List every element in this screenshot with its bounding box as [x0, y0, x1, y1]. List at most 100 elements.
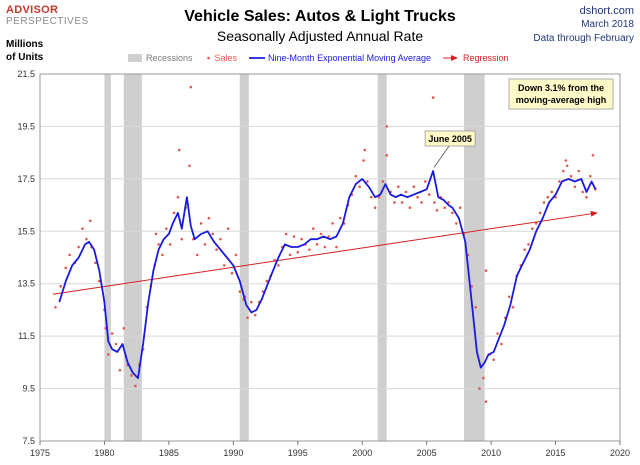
- sales-point: [458, 206, 462, 209]
- x-tick-label: 2005: [417, 448, 437, 458]
- sales-point: [161, 253, 164, 257]
- y-axis-label-line-2: of Units: [6, 52, 44, 63]
- sales-point: [404, 190, 408, 194]
- sales-point: [550, 190, 553, 194]
- sales-point: [474, 306, 477, 309]
- sales-point: [581, 190, 584, 194]
- june-2005-box: [424, 130, 476, 147]
- sales-point: [296, 250, 300, 254]
- sales-point: [157, 243, 160, 246]
- recession-bands: [104, 74, 485, 441]
- x-tick-label: 2000: [352, 448, 372, 458]
- y-tick-labels: 7.5 9.5 11.5 13.5 15.5 17.5 19.5 21.5: [17, 69, 35, 446]
- ema-series: [58, 170, 597, 380]
- down-note-box: [508, 78, 614, 110]
- legend-label-ema: Nine-Month Exponential Moving Average: [268, 53, 431, 63]
- sales-point: [339, 216, 342, 220]
- sales-point: [591, 153, 595, 157]
- sales-point: [319, 232, 323, 236]
- sales-point: [85, 237, 88, 241]
- logo-line-2: PERSPECTIVES: [6, 16, 89, 27]
- sales-point: [180, 237, 184, 241]
- sales-point: [420, 201, 423, 204]
- legend-item-sales: Sales: [207, 53, 238, 63]
- sales-point: [284, 232, 288, 236]
- sales-point: [238, 290, 242, 293]
- legend-label-regression: Regression: [463, 53, 509, 63]
- sales-point: [130, 374, 133, 377]
- sales-point: [381, 180, 385, 183]
- sales-point: [451, 211, 454, 215]
- sales-point: [577, 169, 581, 173]
- sales-point: [54, 306, 57, 309]
- x-tick-labels: 1975 1980 1985 1990 1995 2000 2005 2010 2015 2020: [30, 441, 630, 458]
- sales-point: [189, 85, 193, 89]
- sales-point: [492, 358, 495, 362]
- y-tick-label: 7.5: [22, 436, 35, 446]
- sales-point: [470, 285, 474, 288]
- y-tick-label: 13.5: [17, 279, 35, 289]
- sales-point: [300, 237, 303, 241]
- sales-point: [496, 332, 499, 335]
- sales-point: [97, 279, 101, 283]
- sales-point: [424, 180, 427, 183]
- sales-point: [589, 174, 592, 178]
- sales-point: [507, 295, 511, 299]
- sales-point: [564, 159, 568, 162]
- sales-point: [223, 264, 226, 267]
- sales-point: [199, 222, 203, 225]
- sales-point: [154, 232, 158, 236]
- sales-point: [531, 227, 534, 230]
- sales-point: [134, 384, 137, 388]
- y-tick-label: 17.5: [17, 174, 35, 184]
- sales-point: [455, 222, 458, 225]
- sales-point: [250, 300, 253, 304]
- x-tick-label: 2010: [481, 448, 501, 458]
- logo-line-1: ADVISOR: [6, 4, 59, 16]
- sales-point: [397, 185, 400, 189]
- x-tick-label: 1990: [223, 448, 243, 458]
- sales-point: [366, 180, 369, 183]
- legend-item-ema: Nine-Month Exponential Moving Average: [249, 53, 431, 63]
- y-tick-label: 11.5: [18, 331, 35, 341]
- sales-point: [478, 387, 481, 390]
- sales-point: [211, 232, 215, 236]
- recession-band-0: [104, 74, 111, 441]
- sales-point: [447, 201, 450, 204]
- x-tick-label: 1980: [94, 448, 114, 458]
- sales-point: [385, 125, 389, 128]
- sales-point: [195, 253, 199, 257]
- sales-point: [215, 248, 218, 251]
- source-note: Data through February: [533, 33, 634, 44]
- y-tick-label: 19.5: [17, 121, 35, 131]
- regression-line: [52, 210, 598, 295]
- recession-band-3: [377, 74, 387, 441]
- x-tick-label: 2015: [546, 448, 566, 458]
- legend-item-regression: Regression: [442, 53, 509, 63]
- sales-point: [110, 332, 114, 335]
- sales-point: [363, 148, 367, 152]
- y-axis-label: Millions of Units: [6, 38, 43, 64]
- source-site: dshort.com: [579, 5, 634, 17]
- sales-point: [207, 216, 211, 220]
- x-tick-label: 1995: [288, 448, 308, 458]
- sales-point: [64, 266, 68, 270]
- down-note-line-2: moving-average high: [516, 95, 607, 105]
- sales-point: [288, 253, 292, 257]
- sales-point: [369, 195, 373, 199]
- sales-point: [226, 227, 230, 230]
- legend-item-recession: Recessions: [128, 53, 193, 63]
- sales-point: [573, 185, 577, 189]
- sales-point: [177, 148, 181, 152]
- sales-point: [331, 222, 334, 225]
- sales-point: [431, 96, 435, 99]
- sales-point: [362, 159, 365, 162]
- advisor-perspectives-logo: ADVISOR PERSPECTIVES: [6, 5, 89, 27]
- sales-point: [81, 227, 84, 230]
- sales-point: [234, 253, 238, 257]
- sales-point: [385, 153, 389, 157]
- sales-point: [565, 164, 569, 168]
- sales-point: [523, 248, 526, 251]
- sales-point: [585, 195, 588, 199]
